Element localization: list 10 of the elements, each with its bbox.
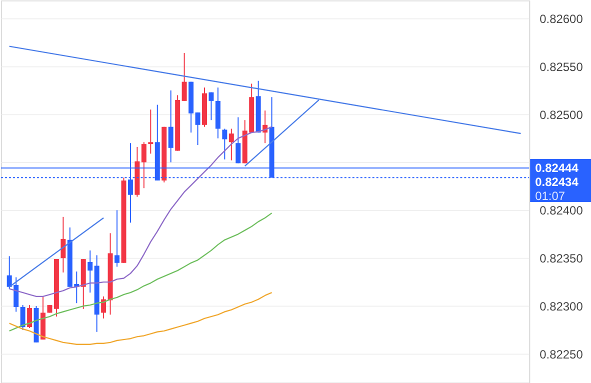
- y-tick-label: 0.82250: [540, 347, 584, 362]
- ref-line-label: 0.82444: [535, 161, 579, 176]
- text: 01:07: [535, 188, 566, 203]
- y-tick-label: 0.82600: [540, 12, 584, 26]
- y-tick-label: 0.82500: [540, 108, 584, 122]
- y-tick-label: 0.82400: [540, 204, 584, 218]
- ref-line-label: 0.82434: [535, 174, 579, 189]
- y-tick-label: 0.82300: [540, 300, 584, 314]
- y-tick-label: 0.82350: [540, 252, 584, 266]
- y-tick-label: 0.82550: [540, 60, 584, 74]
